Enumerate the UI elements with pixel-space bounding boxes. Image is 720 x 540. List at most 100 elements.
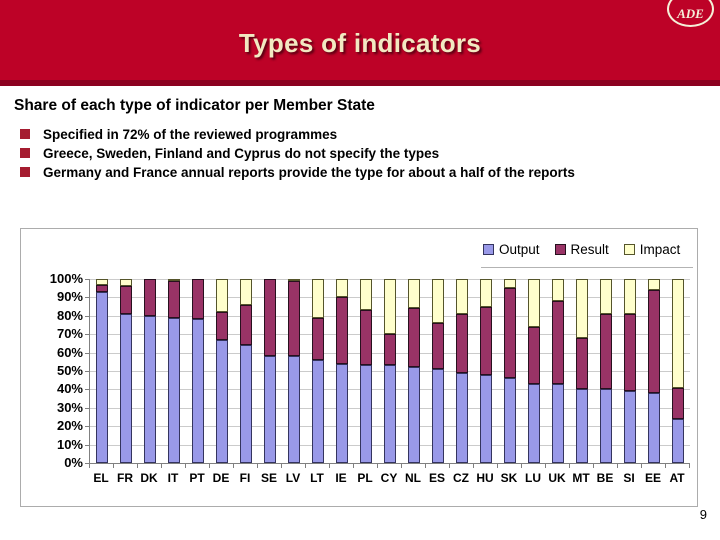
x-axis-label-UK: UK: [548, 471, 566, 485]
bullet-item: Germany and France annual reports provid…: [20, 163, 660, 182]
page-number: 9: [699, 507, 707, 522]
x-axis-tick: [521, 464, 522, 468]
x-axis-tick: [281, 464, 282, 468]
y-axis-tick: [85, 334, 89, 336]
x-axis-tick: [257, 464, 258, 468]
x-axis-label-FI: FI: [239, 471, 251, 485]
ade-logo: ADE: [667, 0, 714, 27]
y-axis-tick: [85, 444, 89, 446]
bar-FR-impact: [120, 279, 132, 287]
x-axis-label-DE: DE: [212, 471, 230, 485]
bar-SE-result: [264, 279, 276, 357]
y-axis-tick-label: 90%: [56, 289, 83, 305]
bar-MT-output: [576, 389, 588, 463]
bar-SE-output: [264, 356, 276, 463]
bar-SK-output: [504, 378, 516, 463]
x-axis-label-SI: SI: [623, 471, 635, 485]
bar-LV-output: [288, 356, 300, 463]
x-axis-label-EL: EL: [93, 471, 109, 485]
x-axis-tick: [497, 464, 498, 468]
slide-header: Types of indicators ADE: [0, 0, 720, 80]
bullet-list: Specified in 72% of the reviewed program…: [20, 125, 660, 182]
y-axis-tick-label: 80%: [56, 307, 83, 323]
x-axis-tick: [329, 464, 330, 468]
chart-plot-area: [89, 278, 690, 464]
bar-EE-result: [648, 290, 660, 394]
bar-CZ-result: [456, 313, 468, 373]
bar-HU-output: [480, 374, 492, 463]
bar-EL-output: [96, 291, 108, 463]
y-axis-tick-label: 60%: [56, 344, 83, 360]
bar-EE-output: [648, 393, 660, 463]
bar-IE-impact: [336, 279, 348, 298]
x-axis-label-CZ: CZ: [453, 471, 469, 485]
bar-HU-result: [480, 306, 492, 375]
bullet-text: Specified in 72% of the reviewed program…: [43, 127, 338, 142]
bar-AT-output: [672, 418, 684, 463]
x-axis-tick: [641, 464, 642, 468]
x-axis-tick: [185, 464, 186, 468]
slide-title: Types of indicators: [238, 28, 482, 58]
bar-LU-result: [528, 326, 540, 384]
x-axis-label-CY: CY: [380, 471, 398, 485]
bullet-item: Greece, Sweden, Finland and Cyprus do no…: [20, 144, 660, 163]
x-axis-label-LU: LU: [525, 471, 541, 485]
bar-DK-output: [144, 315, 156, 463]
bar-LV-impact: [288, 278, 300, 281]
bar-EL-result: [96, 284, 108, 292]
x-axis-label-ES: ES: [428, 471, 445, 485]
square-bullet-icon: [20, 148, 30, 158]
bar-AT-impact: [672, 279, 684, 388]
x-axis-tick: [545, 464, 546, 468]
legend-label: Result: [570, 242, 609, 257]
section-heading: Share of each type of indicator per Memb…: [14, 97, 375, 114]
bar-FR-output: [120, 313, 132, 463]
y-axis-tick-label: 0%: [64, 455, 83, 470]
bar-SI-impact: [624, 279, 636, 314]
bar-FI-impact: [240, 279, 252, 305]
bar-PT-output: [192, 319, 204, 463]
y-axis-tick-label: 100%: [49, 271, 83, 286]
chart-panel: Output Result Impact 0% 10% 20% 30% 40% 50% 60% 7…: [20, 228, 698, 507]
x-axis-tick: [233, 464, 234, 468]
x-axis-tick: [593, 464, 594, 468]
x-axis-tick: [305, 464, 306, 468]
bullet-text: Germany and France annual reports provid…: [43, 165, 575, 180]
legend-label: Output: [499, 242, 540, 257]
bar-CZ-impact: [456, 279, 468, 314]
x-axis-tick: [209, 464, 210, 468]
x-axis-tick: [569, 464, 570, 468]
bar-ES-result: [432, 323, 444, 370]
square-bullet-icon: [20, 129, 30, 139]
x-axis-label-DK: DK: [140, 471, 158, 485]
x-axis-tick: [665, 464, 666, 468]
y-axis-tick-label: 30%: [56, 399, 83, 415]
bar-NL-result: [408, 308, 420, 368]
x-axis-label-NL: NL: [405, 471, 421, 485]
y-axis-tick: [85, 315, 89, 317]
bar-LV-result: [288, 280, 300, 357]
chart-legend: Output Result Impact: [483, 242, 680, 257]
y-axis-tick: [85, 463, 89, 464]
x-axis-tick: [113, 464, 114, 468]
legend-swatch-icon: [623, 244, 635, 255]
ade-logo-text: ADE: [677, 5, 704, 21]
x-axis-tick: [137, 464, 138, 468]
y-axis-tick-label: 50%: [56, 363, 83, 378]
bar-PT-result: [192, 279, 204, 320]
square-bullet-icon: [20, 167, 30, 177]
bar-FI-output: [240, 345, 252, 463]
legend-label: Impact: [639, 242, 681, 257]
bar-MT-result: [576, 337, 588, 390]
bar-IE-result: [336, 297, 348, 364]
bar-PL-output: [360, 365, 372, 463]
bar-NL-output: [408, 367, 420, 463]
x-axis-tick: [689, 464, 690, 468]
bar-EL-impact: [96, 279, 108, 285]
x-axis-label-AT: AT: [669, 471, 685, 485]
bar-UK-result: [552, 301, 564, 384]
y-axis-tick: [85, 297, 89, 299]
bar-PL-result: [360, 310, 372, 366]
bar-DE-output: [216, 339, 228, 463]
